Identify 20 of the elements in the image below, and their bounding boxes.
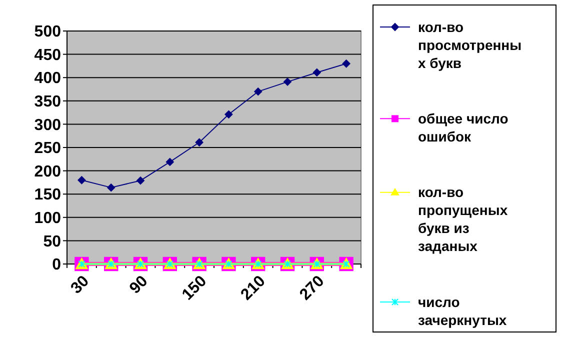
y-tick-label: 500	[34, 24, 62, 41]
x-tick-label: 210	[238, 272, 269, 304]
y-tick-label: 350	[34, 94, 62, 110]
y-tick-label: 0	[52, 256, 62, 274]
y-tick-label: 100	[34, 210, 62, 227]
y-tick-label: 150	[34, 186, 62, 204]
y-tick-label: 450	[34, 46, 62, 64]
legend-label: общее число ошибок	[418, 110, 508, 145]
y-tick-label: 300	[34, 116, 62, 134]
y-tick-label: 250	[34, 140, 62, 158]
x-tick-label: 90	[126, 272, 152, 298]
y-tick-label: 200	[34, 163, 62, 180]
legend-label: кол-во пропущеных букв из заданых	[418, 184, 508, 254]
x-tick-label: 150	[179, 272, 210, 304]
x-tick-label: 30	[68, 272, 93, 298]
legend-label: число зачеркнутых	[418, 294, 507, 328]
legend-label: кол-во просмотренных букв	[418, 18, 522, 71]
y-tick-label: 400	[34, 70, 62, 88]
x-tick-label: 270	[296, 272, 328, 304]
y-tick-label: 50	[43, 233, 62, 250]
